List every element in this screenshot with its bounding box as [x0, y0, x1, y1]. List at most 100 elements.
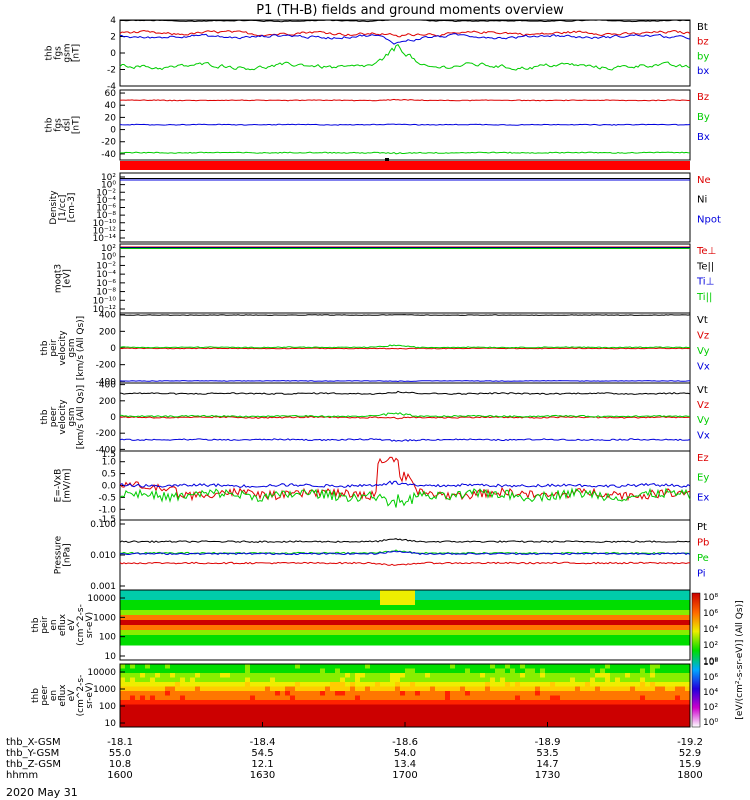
heatmap-cell: [360, 713, 366, 719]
heatmap-cell: [340, 630, 346, 636]
heatmap-cell: [135, 615, 141, 621]
heatmap-cell: [285, 605, 291, 611]
heatmap-cell: [170, 677, 176, 683]
heatmap-cell: [500, 682, 506, 687]
heatmap-cell: [595, 704, 601, 710]
heatmap-cell: [255, 673, 261, 678]
legend-entry: Bt: [697, 22, 708, 33]
y-axis-label: [mV/m]: [63, 469, 73, 503]
heatmap-cell: [575, 673, 581, 678]
heatmap-cell: [185, 704, 191, 710]
heatmap-cell: [625, 722, 631, 728]
heatmap-cell: [480, 640, 486, 646]
heatmap-cell: [235, 620, 241, 626]
heatmap-cell: [380, 625, 386, 631]
heatmap-cell: [230, 709, 236, 714]
heatmap-cell: [590, 704, 596, 710]
heatmap-cell: [490, 635, 496, 641]
heatmap-cell: [425, 625, 431, 631]
heatmap-cell: [635, 677, 641, 683]
heatmap-cell: [470, 722, 476, 728]
heatmap-cell: [500, 625, 506, 631]
heatmap-cell: [430, 713, 436, 719]
heatmap-cell: [460, 686, 466, 692]
heatmap-cell: [585, 673, 591, 678]
heatmap-cell: [335, 673, 341, 678]
heatmap-cell: [195, 615, 201, 621]
heatmap-cell: [620, 635, 626, 641]
heatmap-cell: [505, 668, 511, 674]
heatmap-cell: [550, 682, 556, 687]
heatmap-cell: [180, 620, 186, 626]
heatmap-cell: [325, 590, 331, 596]
heatmap-cell: [350, 677, 356, 683]
heatmap-cell: [250, 630, 256, 636]
heatmap-cell: [120, 610, 126, 616]
colorbar-tick-label: 10⁰: [703, 718, 718, 728]
heatmap-cell: [120, 718, 126, 723]
y-axis-label: peir: [49, 339, 59, 357]
heatmap-cell: [685, 600, 691, 606]
heatmap-cell: [405, 700, 411, 705]
heatmap-cell: [220, 709, 226, 714]
heatmap-cell: [565, 605, 571, 611]
heatmap-cell: [600, 630, 606, 636]
heatmap-cell: [330, 713, 336, 719]
heatmap-cell: [165, 630, 171, 636]
heatmap-cell: [325, 713, 331, 719]
heatmap-cell: [675, 635, 681, 641]
series-line: [120, 19, 691, 23]
heatmap-cell: [220, 713, 226, 719]
heatmap-cell: [385, 605, 391, 611]
heatmap-cell: [285, 695, 291, 701]
heatmap-cell: [215, 673, 221, 678]
heatmap-cell: [455, 595, 461, 601]
heatmap-cell: [595, 664, 601, 669]
y-axis-label: (cm^2-s-: [76, 604, 86, 646]
panel-frame: [119, 172, 691, 243]
heatmap-cell: [570, 605, 576, 611]
heatmap-cell: [525, 635, 531, 641]
panel-frame: [119, 243, 691, 314]
heatmap-cell: [380, 722, 386, 728]
heatmap-cell: [465, 600, 471, 606]
heatmap-cell: [385, 677, 391, 683]
heatmap-cell: [175, 709, 181, 714]
heatmap-cell: [285, 709, 291, 714]
heatmap-cell: [235, 640, 241, 646]
heatmap-cell: [490, 713, 496, 719]
heatmap-cell: [665, 640, 671, 646]
y-tick-label: 10⁰: [101, 181, 116, 191]
heatmap-cell: [350, 605, 356, 611]
heatmap-cell: [305, 620, 311, 626]
heatmap-cell: [535, 664, 541, 669]
heatmap-cell: [475, 718, 481, 723]
y-tick-label: 200: [99, 327, 116, 337]
heatmap-cell: [285, 610, 291, 616]
heatmap-cell: [530, 673, 536, 678]
heatmap-cell: [620, 718, 626, 723]
heatmap-cell: [205, 615, 211, 621]
heatmap-cell: [685, 695, 691, 701]
heatmap-cell: [190, 673, 196, 678]
heatmap-cell: [225, 640, 231, 646]
heatmap-cell: [435, 673, 441, 678]
heatmap-cell: [245, 713, 251, 719]
heatmap-cell: [340, 640, 346, 646]
heatmap-cell: [380, 630, 386, 636]
heatmap-cell: [445, 686, 451, 692]
heatmap-cell: [670, 595, 676, 601]
y-tick-label: 0.0: [102, 482, 117, 492]
heatmap-cell: [480, 668, 486, 674]
heatmap-cell: [475, 635, 481, 641]
heatmap-cell: [460, 673, 466, 678]
heatmap-cell: [120, 630, 126, 636]
heatmap-cell: [210, 682, 216, 687]
heatmap-cell: [165, 610, 171, 616]
heatmap-cell: [325, 625, 331, 631]
heatmap-cell: [175, 615, 181, 621]
heatmap-cell: [230, 718, 236, 723]
heatmap-cell: [255, 718, 261, 723]
heatmap-cell: [145, 605, 151, 611]
heatmap-cell: [635, 686, 641, 692]
